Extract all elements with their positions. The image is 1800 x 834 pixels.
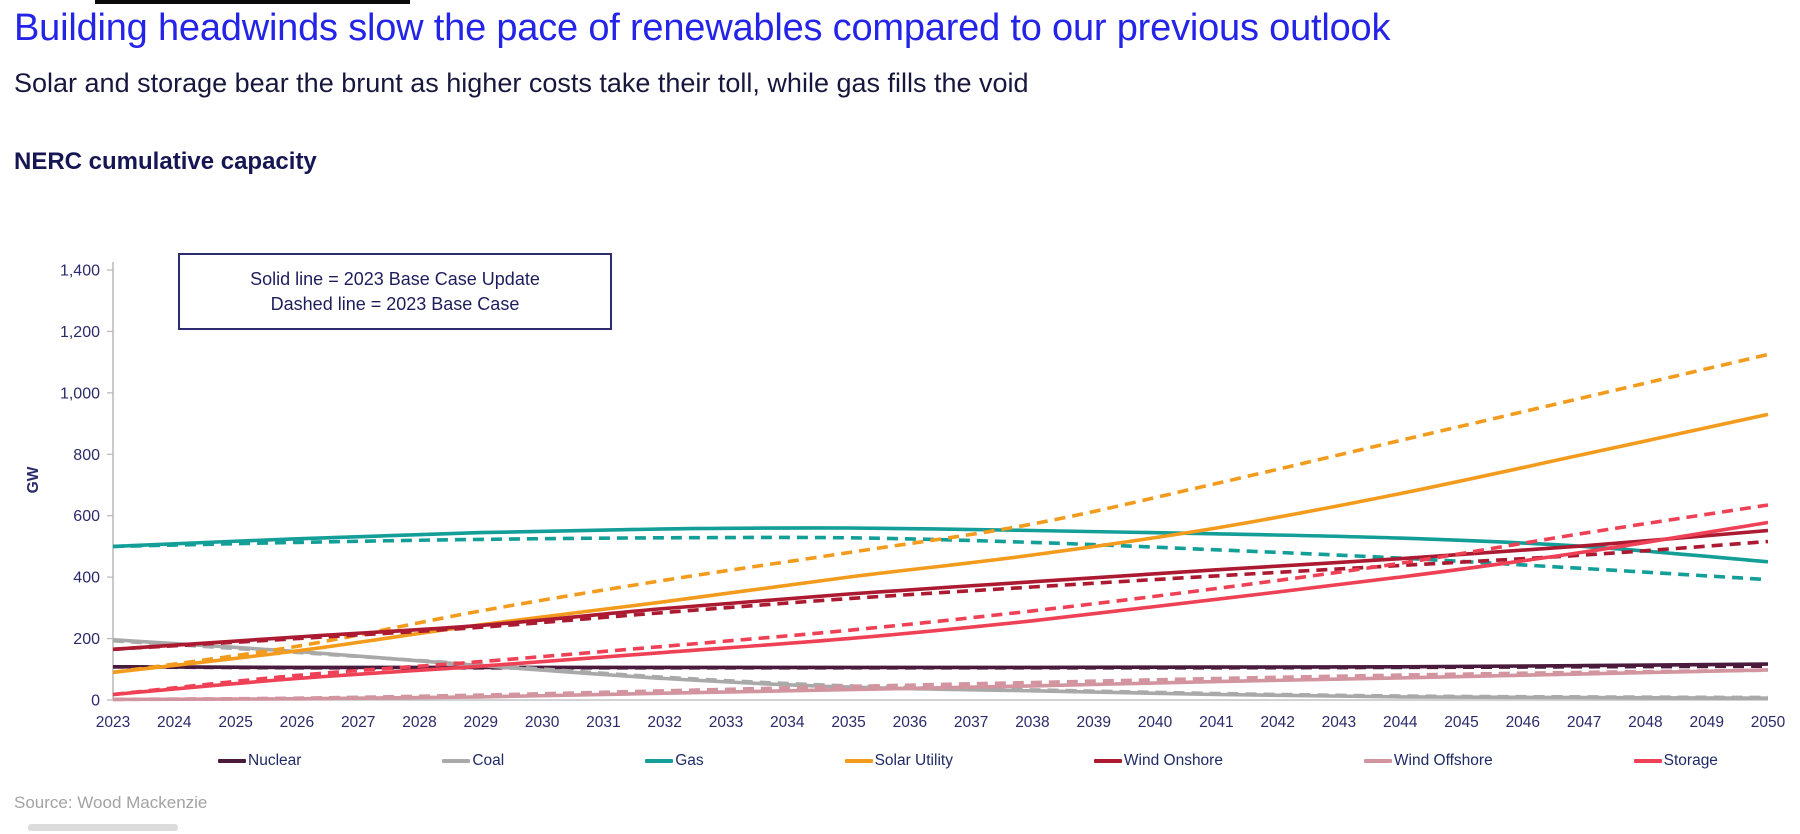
legend-label: Wind Offshore — [1393, 752, 1493, 769]
series-storage-dashed — [112, 503, 1769, 697]
legend-label: Storage — [1663, 752, 1718, 769]
series-solar-utility-solid — [112, 412, 1769, 675]
x-tick-label: 2023 — [96, 714, 130, 731]
series-gas-dashed — [112, 535, 1769, 582]
y-tick-label: 600 — [73, 508, 100, 525]
legend-item-gas: Gas — [645, 752, 704, 770]
x-tick-label: 2041 — [1199, 714, 1233, 731]
x-axis-ticks: 2023 2024 2025 2026 2027 2028 2029 2030 2031 2032… — [96, 714, 1786, 731]
annotation-line-2: Dashed line = 2023 Base Case — [270, 293, 520, 314]
x-tick-label: 2047 — [1567, 714, 1601, 731]
x-tick-label: 2045 — [1444, 714, 1478, 731]
x-tick-label: 2029 — [464, 714, 498, 731]
x-tick-label: 2030 — [525, 714, 560, 731]
x-tick-label: 2043 — [1322, 714, 1356, 731]
series-wind-offshore-dashed — [112, 668, 1769, 702]
x-tick-label: 2040 — [1138, 714, 1173, 731]
x-tick-label: 2034 — [770, 714, 805, 731]
x-tick-label: 2032 — [647, 714, 681, 731]
chart-legend: Nuclear Coal Gas Solar Utility Wind Onshore W… — [218, 752, 1718, 770]
legend-marker — [1363, 759, 1392, 763]
series-storage-solid — [112, 520, 1769, 697]
annotation-line-1: Solid line = 2023 Base Case Update — [250, 268, 540, 289]
y-tick-label: 200 — [73, 631, 100, 648]
x-tick-label: 2049 — [1689, 714, 1723, 731]
x-tick-label: 2033 — [709, 714, 743, 731]
x-tick-label: 2036 — [893, 714, 927, 731]
page-title: Building headwinds slow the pace of rene… — [14, 7, 1391, 49]
x-tick-label: 2038 — [1015, 714, 1049, 731]
x-tick-label: 2027 — [341, 714, 375, 731]
x-tick-label: 2024 — [157, 714, 192, 731]
legend-marker — [218, 759, 246, 763]
legend-label: Solar Utility — [874, 752, 953, 769]
x-tick-label: 2037 — [954, 714, 988, 731]
legend-item-storage: Storage — [1633, 752, 1718, 770]
chart-title: NERC cumulative capacity — [14, 148, 317, 175]
y-tick-label: 1,400 — [60, 263, 100, 280]
x-tick-label: 2048 — [1628, 714, 1662, 731]
x-tick-label: 2025 — [218, 714, 252, 731]
legend-marker — [844, 759, 873, 763]
legend-label: Gas — [675, 752, 704, 769]
series-lines — [112, 352, 1769, 702]
y-axis-label: GW — [25, 466, 42, 493]
legend-item-wind-onshore: Wind Onshore — [1093, 752, 1223, 770]
legend-label: Wind Onshore — [1123, 752, 1223, 769]
x-tick-label: 2044 — [1383, 714, 1418, 731]
series-solar-utility-dashed — [112, 352, 1769, 675]
x-tick-label: 2039 — [1076, 714, 1110, 731]
legend-item-solar-utility: Solar Utility — [844, 752, 953, 770]
x-tick-label: 2046 — [1506, 714, 1540, 731]
x-tick-label: 2050 — [1751, 714, 1786, 731]
top-crop-line — [95, 0, 410, 4]
bottom-artifact — [28, 824, 178, 831]
legend-marker — [1633, 759, 1662, 763]
series-gas-solid — [112, 526, 1769, 564]
legend-label: Coal — [472, 752, 505, 769]
y-tick-label: 800 — [73, 447, 100, 464]
annotation-box: Solid line = 2023 Base Case Update Dashe… — [178, 253, 612, 330]
y-tick-label: 0 — [91, 693, 100, 710]
x-tick-label: 2028 — [402, 714, 436, 731]
x-tick-label: 2035 — [831, 714, 865, 731]
x-tick-label: 2031 — [586, 714, 620, 731]
legend-marker — [442, 759, 471, 763]
legend-label: Nuclear — [248, 752, 302, 769]
legend-marker — [1093, 759, 1122, 763]
source-text: Source: Wood Mackenzie — [14, 793, 208, 812]
y-tick-label: 1,000 — [60, 385, 100, 402]
legend-marker — [645, 759, 674, 763]
y-tick-label: 400 — [73, 570, 100, 587]
x-tick-label: 2042 — [1260, 714, 1294, 731]
y-axis-ticks: 0 200 400 600 800 1,000 1,200 1,400 — [60, 263, 113, 710]
axes — [112, 262, 1768, 701]
legend-item-coal: Coal — [442, 752, 504, 770]
y-tick-label: 1,200 — [60, 324, 100, 341]
legend-item-wind-offshore: Wind Offshore — [1363, 752, 1493, 770]
x-tick-label: 2026 — [280, 714, 314, 731]
page-subtitle: Solar and storage bear the brunt as high… — [14, 68, 1029, 98]
series-wind-onshore-dashed — [112, 539, 1769, 652]
legend-item-nuclear: Nuclear — [218, 752, 301, 770]
